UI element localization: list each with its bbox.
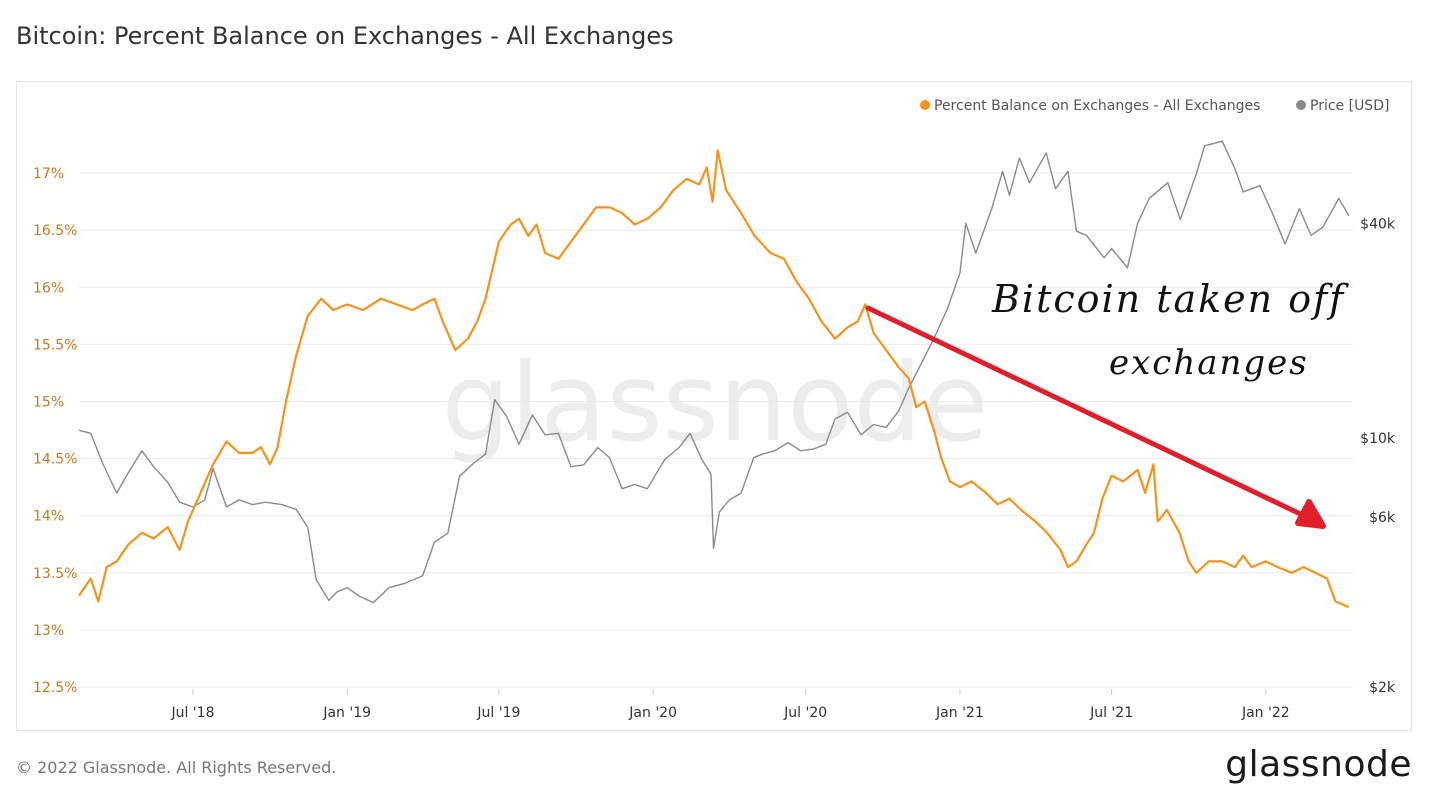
left-tick-label: 14.5%	[33, 452, 77, 468]
page-title: Bitcoin: Percent Balance on Exchanges - …	[16, 22, 674, 50]
legend-price-label[interactable]: Price [USD]	[1310, 98, 1389, 114]
x-tick-label: Jul '19	[476, 705, 520, 721]
left-axis: 12.5% 13% 13.5% 14% 14.5% 15% 15.5% 16% 16.5% 17%	[33, 166, 77, 696]
right-tick-label: $6k	[1369, 510, 1396, 526]
left-tick-label: 13%	[33, 623, 64, 639]
glassnode-logo[interactable]: glassnode	[1225, 744, 1412, 785]
x-tick-label: Jan '20	[628, 705, 677, 721]
copyright: © 2022 Glassnode. All Rights Reserved.	[16, 758, 337, 777]
left-tick-label: 12.5%	[33, 680, 77, 696]
chart-panel: glassnode 12.5% 13% 13.5% 14% 14.5% 15% 15.5% 1…	[16, 81, 1412, 731]
annotation-text-line2: exchanges	[1109, 343, 1309, 383]
left-tick-label: 15.5%	[33, 337, 77, 353]
x-tick-label: Jul '18	[170, 705, 214, 721]
right-axis: $2k $6k $10k $40k	[1360, 216, 1396, 696]
right-tick-label: $2k	[1369, 680, 1396, 696]
left-tick-label: 15%	[33, 395, 64, 411]
balance-line	[78, 149, 1350, 609]
legend-balance-label[interactable]: Percent Balance on Exchanges - All Excha…	[934, 98, 1260, 114]
watermark: glassnode	[442, 341, 989, 466]
price-line	[78, 140, 1350, 604]
annotation-arrow-head	[1295, 499, 1326, 529]
grid-lines	[79, 172, 1353, 688]
left-tick-label: 17%	[33, 166, 64, 182]
annotation: Bitcoin taken off exchanges	[865, 277, 1349, 529]
series-lines	[78, 140, 1350, 609]
annotation-text-line1: Bitcoin taken off	[991, 277, 1349, 321]
right-tick-label: $10k	[1360, 431, 1396, 447]
legend[interactable]: Percent Balance on Exchanges - All Excha…	[920, 98, 1389, 114]
x-tick-label: Jul '21	[1089, 705, 1133, 721]
right-tick-label: $40k	[1360, 216, 1396, 232]
annotation-arrow-line	[865, 305, 1316, 523]
legend-price-dot	[1296, 100, 1306, 110]
left-tick-label: 14%	[33, 509, 64, 525]
x-tick-label: Jan '22	[1241, 705, 1290, 721]
left-tick-label: 16%	[33, 280, 64, 296]
x-tick-label: Jan '19	[322, 705, 371, 721]
chart-svg: glassnode 12.5%13%13.5%14%14.5%15%15.5%1…	[33, 98, 1396, 721]
x-tick-label: Jan '21	[935, 705, 984, 721]
x-tick-label: Jul '20	[783, 705, 827, 721]
legend-balance-dot	[920, 100, 930, 110]
x-axis: Jul '18 Jan '19 Jul '19 Jan '20 Jul '20 Jan '…	[170, 689, 1290, 721]
left-tick-label: 16.5%	[33, 223, 77, 239]
left-tick-label: 13.5%	[33, 566, 77, 582]
